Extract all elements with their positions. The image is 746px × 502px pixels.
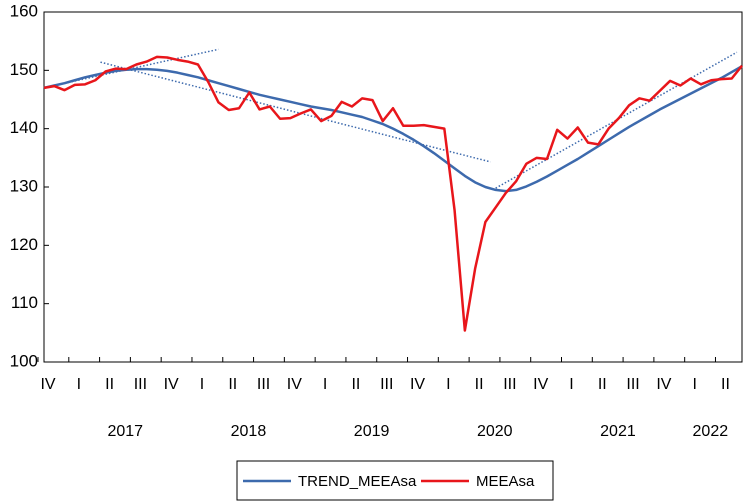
year-label: 2017 <box>107 423 143 440</box>
x-tick-label: IV <box>410 376 425 393</box>
x-tick-label: II <box>105 376 114 393</box>
x-tick-label: III <box>257 376 270 393</box>
x-tick-label: I <box>692 376 696 393</box>
x-tick-label: I <box>569 376 573 393</box>
year-label: 2022 <box>693 423 729 440</box>
legend-label: MEEAsa <box>476 473 535 490</box>
x-tick-label: IV <box>533 376 548 393</box>
x-tick-label: III <box>503 376 516 393</box>
x-tick-label: I <box>77 376 81 393</box>
series-line <box>43 65 743 193</box>
y-tick-label: 150 <box>10 60 38 79</box>
x-tick-label: II <box>351 376 360 393</box>
y-tick-label: 160 <box>10 1 38 20</box>
x-tick-label: II <box>228 376 237 393</box>
x-tick-label: II <box>475 376 484 393</box>
series-line <box>43 55 743 332</box>
y-tick-label: 120 <box>10 235 38 254</box>
plot-frame <box>43 11 743 363</box>
year-label: 2021 <box>600 423 636 440</box>
x-tick-label: III <box>134 376 147 393</box>
x-tick-label: III <box>380 376 393 393</box>
trend-line <box>100 61 491 163</box>
trend-line <box>495 51 738 189</box>
x-tick-label: III <box>626 376 639 393</box>
x-tick-label: II <box>721 376 730 393</box>
y-tick-label: 100 <box>10 351 38 370</box>
x-tick-label: I <box>323 376 327 393</box>
y-tick-label: 110 <box>11 293 38 312</box>
x-tick-label: IV <box>40 376 55 393</box>
legend-box <box>236 460 554 501</box>
y-tick-label: 140 <box>10 118 38 137</box>
x-tick-label: IV <box>656 376 671 393</box>
legend-label: TREND_MEEAsa <box>298 473 417 490</box>
x-tick-label: II <box>598 376 607 393</box>
year-label: 2019 <box>354 423 390 440</box>
y-tick-label: 130 <box>10 176 38 195</box>
x-tick-label: IV <box>287 376 302 393</box>
year-label: 2018 <box>231 423 267 440</box>
x-tick-label: I <box>200 376 204 393</box>
x-tick-label: IV <box>164 376 179 393</box>
year-label: 2020 <box>477 423 513 440</box>
x-tick-label: I <box>446 376 450 393</box>
